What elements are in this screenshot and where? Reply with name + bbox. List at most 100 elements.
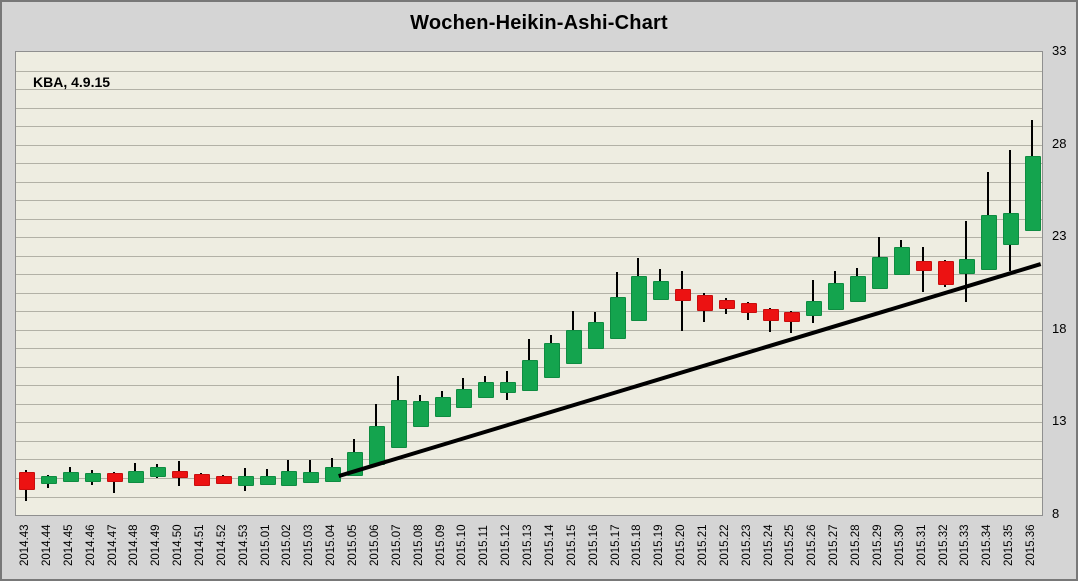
x-tick-label: 2015.02 bbox=[281, 524, 294, 566]
candle-body bbox=[631, 276, 648, 321]
candle-body bbox=[543, 342, 560, 379]
candle-wick bbox=[265, 468, 268, 483]
candle-wick bbox=[112, 472, 115, 493]
candle-body bbox=[522, 360, 538, 392]
gridline bbox=[16, 459, 1042, 461]
trendline bbox=[338, 262, 1042, 479]
x-tick-label: 2015.07 bbox=[390, 524, 403, 566]
x-tick-label: 2014.48 bbox=[128, 524, 141, 566]
gridline bbox=[16, 311, 1042, 313]
candle-body bbox=[434, 396, 451, 417]
x-tick-label: 2015.01 bbox=[259, 524, 272, 566]
gridline bbox=[16, 292, 1042, 294]
x-tick-label: 2015.25 bbox=[784, 524, 797, 566]
x-tick-label: 2015.33 bbox=[959, 524, 972, 566]
candle-body bbox=[762, 308, 779, 321]
chart-title: Wochen-Heikin-Ashi-Chart bbox=[410, 12, 668, 34]
gridline bbox=[16, 163, 1042, 165]
candle-wick bbox=[1009, 150, 1012, 272]
x-tick-label: 2015.27 bbox=[828, 524, 841, 566]
x-tick-label: 2014.51 bbox=[194, 524, 206, 566]
x-tick-label: 2014.44 bbox=[40, 524, 53, 566]
candle-body bbox=[325, 466, 342, 482]
x-tick-label: 2015.12 bbox=[500, 524, 513, 566]
candle-body bbox=[172, 470, 189, 479]
candle-body bbox=[565, 329, 582, 365]
candle-body bbox=[959, 259, 976, 275]
x-tick-label: 2015.14 bbox=[543, 524, 556, 566]
y-tick-label: 23 bbox=[1052, 228, 1067, 244]
gridline bbox=[16, 403, 1042, 405]
candle-body bbox=[1025, 155, 1041, 231]
x-tick-label: 2015.31 bbox=[915, 524, 928, 566]
candle-body bbox=[609, 297, 626, 340]
candle-body bbox=[500, 381, 517, 393]
candle-body bbox=[368, 426, 385, 466]
candle-body bbox=[828, 282, 845, 311]
y-tick-label: 18 bbox=[1052, 320, 1067, 336]
gridline bbox=[16, 329, 1042, 331]
x-tick-label: 2015.08 bbox=[412, 524, 425, 566]
candle-body bbox=[128, 470, 145, 483]
instrument-annotation: KBA, 4.9.15 bbox=[33, 74, 111, 90]
x-tick-label: 2015.24 bbox=[762, 524, 775, 566]
x-tick-label: 2015.04 bbox=[325, 524, 338, 566]
candle-body bbox=[259, 476, 276, 485]
x-tick-label: 2015.16 bbox=[587, 524, 600, 566]
y-tick-label: 33 bbox=[1052, 43, 1067, 58]
candle-body bbox=[390, 400, 407, 449]
gridline bbox=[16, 200, 1042, 202]
candle-body bbox=[303, 472, 320, 483]
x-tick-label: 2015.21 bbox=[697, 524, 709, 566]
candle-body bbox=[850, 276, 866, 303]
x-tick-label: 2015.15 bbox=[565, 524, 578, 566]
candle-body bbox=[871, 256, 888, 290]
gridline bbox=[16, 255, 1042, 257]
x-tick-label: 2015.11 bbox=[478, 525, 491, 566]
x-tick-label: 2015.17 bbox=[609, 524, 622, 566]
candle-body bbox=[194, 474, 210, 486]
x-tick-label: 2014.46 bbox=[84, 524, 97, 566]
x-tick-label: 2015.34 bbox=[981, 524, 994, 566]
x-tick-label: 2014.49 bbox=[150, 524, 163, 566]
x-tick-label: 2015.32 bbox=[937, 524, 950, 566]
x-tick-label: 2015.35 bbox=[1003, 524, 1016, 566]
y-tick-label: 28 bbox=[1052, 135, 1067, 151]
gridline bbox=[16, 218, 1042, 220]
gridline bbox=[16, 70, 1042, 72]
x-tick-label: 2014.52 bbox=[215, 524, 228, 566]
x-tick-label: 2015.19 bbox=[653, 524, 666, 566]
candle-body bbox=[937, 261, 954, 285]
x-tick-label: 2015.09 bbox=[434, 524, 447, 566]
candle-body bbox=[1003, 213, 1020, 245]
gridline bbox=[16, 107, 1042, 109]
x-tick-label: 2015.20 bbox=[675, 524, 688, 566]
y-tick-label: 13 bbox=[1052, 413, 1067, 429]
plot-area[interactable]: KBA, 4.9.15 bbox=[15, 51, 1043, 516]
x-tick-label: 2015.28 bbox=[850, 524, 862, 566]
gridline bbox=[16, 89, 1042, 90]
candle-body bbox=[237, 476, 254, 487]
candle-body bbox=[456, 389, 473, 408]
gridline bbox=[16, 422, 1042, 424]
x-tick-label: 2014.47 bbox=[106, 524, 119, 566]
candle-body bbox=[62, 472, 79, 482]
gridline bbox=[16, 274, 1042, 276]
x-tick-label: 2014.50 bbox=[172, 524, 185, 566]
x-tick-label: 2015.26 bbox=[806, 524, 819, 566]
candle-body bbox=[915, 261, 932, 271]
gridline bbox=[16, 496, 1042, 498]
gridline bbox=[16, 126, 1042, 128]
candle-body bbox=[281, 470, 298, 486]
candle-body bbox=[718, 300, 735, 309]
candle-body bbox=[106, 473, 123, 482]
candle-body bbox=[19, 471, 35, 491]
candle-body bbox=[806, 301, 823, 317]
x-tick-label: 2015.13 bbox=[522, 524, 534, 566]
candle-body bbox=[697, 294, 713, 312]
candle-body bbox=[215, 476, 232, 484]
candle-body bbox=[478, 381, 495, 399]
x-tick-label: 2014.43 bbox=[19, 524, 31, 566]
x-tick-label: 2015.06 bbox=[368, 524, 381, 566]
candle-body bbox=[893, 247, 910, 276]
